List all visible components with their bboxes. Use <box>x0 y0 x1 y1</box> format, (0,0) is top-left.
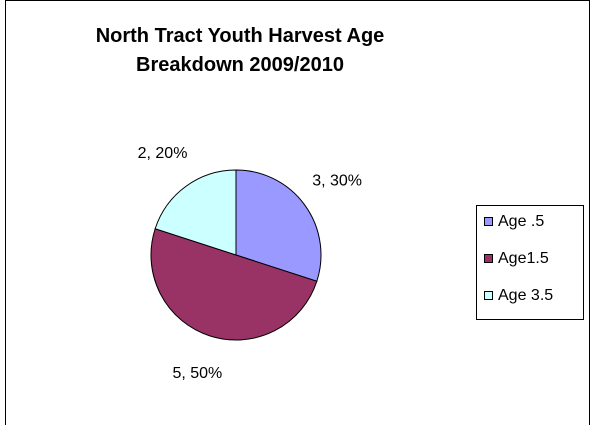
pie-slice <box>235 169 322 282</box>
legend-swatch <box>484 291 493 300</box>
data-label: 2, 20% <box>138 145 188 162</box>
legend-swatch <box>484 217 493 226</box>
data-label: 3, 30% <box>312 173 362 190</box>
pie-slice <box>150 228 318 341</box>
chart-title: North Tract Youth Harvest Age Breakdown … <box>95 25 385 76</box>
legend-label: Age1.5 <box>498 250 549 267</box>
legend-label: Age 3.5 <box>498 287 553 304</box>
legend-swatch <box>484 254 493 263</box>
data-label: 5, 50% <box>172 365 222 382</box>
pie-slice <box>154 169 237 256</box>
legend-label: Age .5 <box>498 213 544 230</box>
legend-box <box>476 205 584 320</box>
